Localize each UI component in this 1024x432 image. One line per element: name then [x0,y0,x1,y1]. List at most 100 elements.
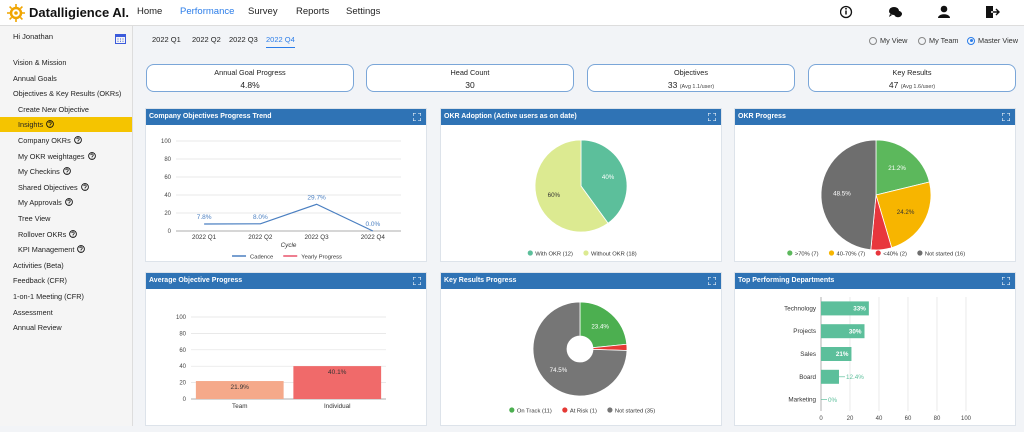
sidebar-item[interactable]: Activities (Beta) [0,258,132,273]
data-label: 0.0% [365,221,380,228]
sidebar-item[interactable]: Rollover OKRs [0,227,132,242]
nav-item[interactable]: Home [137,6,163,17]
legend-label: With OKR (12) [535,251,573,257]
kpi-number: 30 [465,80,475,90]
expand-icon[interactable] [708,277,716,285]
sidebar-item[interactable]: 1-on-1 Meeting (CFR) [0,289,132,304]
bar[interactable] [195,381,284,399]
pie-slice[interactable] [820,139,877,251]
sidebar-item-label: Vision & Mission [13,58,67,67]
quarter-tab[interactable]: 2022 Q4 [266,35,295,48]
logo-icon [7,4,25,22]
series-line [204,203,374,232]
expand-icon[interactable] [1002,277,1010,285]
help-icon [46,120,55,129]
sidebar-item-label: KPI Management [18,245,75,255]
chat-icon[interactable] [889,7,902,18]
panel-title-bar: Company Objectives Progress Trend [146,109,426,125]
help-mark [76,137,80,142]
legend-item[interactable]: >70% (7) [787,250,819,257]
expand-icon[interactable] [1002,113,1010,121]
sidebar-item[interactable]: Annual Review [0,320,132,335]
view-option[interactable]: My View [869,36,907,45]
kpi-number: 33 [667,80,678,90]
header: Datalligience AI. Home Performance Survey Re… [0,0,1024,26]
pie-slice[interactable] [534,139,609,233]
view-option[interactable]: My Team [918,36,958,45]
sidebar-item[interactable]: Vision & Mission [0,55,132,70]
quarter-tab[interactable]: 2022 Q1 [152,35,181,44]
view-option-label: Master View [978,36,1019,45]
pie-slice[interactable] [580,139,628,224]
y-tick-label: Projects [793,328,816,335]
legend-item[interactable]: Without OKR (18) [583,250,637,257]
help-mark [79,246,83,251]
user-icon[interactable] [938,5,950,18]
sidebar-item[interactable]: Shared Objectives [0,180,132,195]
legend-item[interactable]: <40% (2) [875,250,907,257]
sidebar-item[interactable]: Assessment [0,305,132,320]
sidebar-item[interactable]: KPI Management [0,242,132,257]
sidebar-item[interactable]: Objectives & Key Results (OKRs) [0,86,132,101]
legend-item[interactable]: At Risk (1) [562,407,597,414]
sidebar-item[interactable]: Feedback (CFR) [0,273,132,288]
bar[interactable] [293,366,382,399]
legend-swatch [562,407,568,413]
panel-title: Top Performing Departments [738,277,835,284]
data-label: 30% [849,328,862,335]
sidebar-item[interactable]: Annual Goals [0,71,132,86]
pie-slice[interactable] [875,139,930,196]
pie-slice[interactable] [592,343,628,351]
sidebar-item[interactable]: Create New Objective [0,102,132,117]
legend-label: On Track (11) [517,408,552,414]
pie-slice[interactable] [875,181,932,249]
legend-item[interactable]: Yearly Progress [283,254,342,260]
nav-item[interactable]: Survey [248,6,278,17]
legend-item[interactable]: Not started (35) [607,407,655,414]
pie-slice[interactable] [532,301,628,397]
radio [967,36,975,45]
legend-item[interactable]: With OKR (12) [527,250,573,257]
chart-panel: OKR Adoption (Active users as on date) 40… [440,108,722,262]
legend-item[interactable]: 40-70% (7) [828,250,865,257]
sidebar-item[interactable]: Insights [0,117,132,133]
legend-item[interactable]: On Track (11) [509,407,552,414]
nav-item[interactable]: Settings [346,6,381,17]
sidebar-item[interactable]: Tree View [0,211,132,226]
legend-item[interactable]: Cadence [232,254,273,260]
data-label: 21% [836,351,849,358]
bar[interactable] [821,324,865,339]
expand-icon[interactable] [413,113,421,121]
sidebar-item[interactable]: My OKR weightages [0,149,132,164]
help-icon [87,151,96,160]
sidebar-item-label: Create New Objective [18,104,89,114]
help-dot [66,172,68,174]
logout-icon[interactable] [986,6,1001,18]
kpi-card: Head Count 30 [366,64,574,92]
kpi-label: Objectives [673,68,709,77]
greeting: Hi Jonathan [13,32,54,41]
view-option[interactable]: Master View [967,36,1018,45]
sidebar-item[interactable]: My Checkins [0,164,132,179]
sidebar-item[interactable]: Company OKRs [0,133,132,148]
info-icon[interactable] [840,5,853,19]
expand-icon[interactable] [708,113,716,121]
pie-slice[interactable] [579,301,628,349]
x-tick-label: 2022 Q2 [248,234,273,241]
x-axis-label: Cycle [281,242,297,249]
pie-slice[interactable] [870,194,893,251]
help-icon [77,245,86,254]
bar[interactable] [821,347,852,361]
legend-item[interactable]: Not started (16) [917,250,965,257]
sidebar: Hi Jonathan Vision & Mission Annual Goals O… [0,26,133,426]
bar[interactable] [821,369,839,384]
expand-icon[interactable] [413,277,421,285]
nav-item[interactable]: Reports [296,6,330,17]
data-label: 7.8% [197,214,212,221]
bar[interactable] [821,301,869,316]
nav-item[interactable]: Performance [180,6,235,17]
calendar-icon[interactable] [115,33,126,44]
quarter-tab[interactable]: 2022 Q3 [229,35,258,44]
sidebar-item[interactable]: My Approvals [0,195,132,210]
quarter-tab[interactable]: 2022 Q2 [192,35,221,44]
